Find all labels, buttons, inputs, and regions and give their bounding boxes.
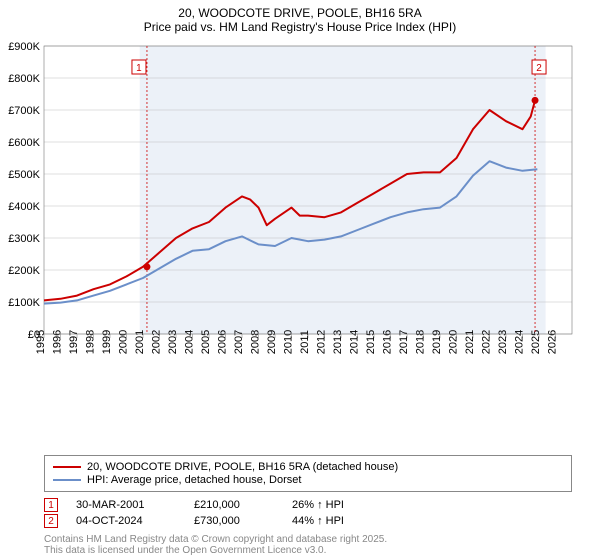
footer-line2: This data is licensed under the Open Gov… — [44, 545, 572, 556]
marker-date: 04-OCT-2024 — [76, 515, 176, 527]
svg-text:2023: 2023 — [497, 330, 509, 354]
svg-text:2007: 2007 — [233, 330, 245, 354]
svg-text:2020: 2020 — [448, 330, 460, 354]
marker-badge: 2 — [44, 514, 58, 528]
svg-text:2: 2 — [536, 63, 542, 74]
legend-row: 20, WOODCOTE DRIVE, POOLE, BH16 5RA (det… — [53, 461, 563, 473]
svg-text:1995: 1995 — [35, 330, 47, 354]
svg-text:2018: 2018 — [415, 330, 427, 354]
footer-line1: Contains HM Land Registry data © Crown c… — [44, 534, 572, 545]
legend-swatch-price — [53, 466, 81, 468]
marker-price: £210,000 — [194, 499, 274, 511]
svg-text:2017: 2017 — [398, 330, 410, 354]
title-line1: 20, WOODCOTE DRIVE, POOLE, BH16 5RA — [4, 6, 596, 20]
svg-text:2022: 2022 — [481, 330, 493, 354]
svg-text:2026: 2026 — [547, 330, 559, 354]
title-block: 20, WOODCOTE DRIVE, POOLE, BH16 5RA Pric… — [0, 0, 600, 38]
svg-text:2025: 2025 — [530, 330, 542, 354]
marker-delta: 44% ↑ HPI — [292, 515, 372, 527]
legend-label: HPI: Average price, detached house, Dors… — [87, 474, 301, 486]
marker-badge: 1 — [44, 498, 58, 512]
svg-text:2006: 2006 — [217, 330, 229, 354]
marker-date: 30-MAR-2001 — [76, 499, 176, 511]
svg-text:2004: 2004 — [184, 330, 196, 354]
chart-area: £0£100K£200K£300K£400K£500K£600K£700K£80… — [0, 38, 600, 451]
svg-text:2015: 2015 — [365, 330, 377, 354]
svg-text:1996: 1996 — [52, 330, 64, 354]
svg-text:2021: 2021 — [464, 330, 476, 354]
svg-text:2000: 2000 — [118, 330, 130, 354]
svg-text:2002: 2002 — [151, 330, 163, 354]
svg-text:2009: 2009 — [266, 330, 278, 354]
svg-text:£100K: £100K — [8, 297, 40, 309]
svg-text:2013: 2013 — [332, 330, 344, 354]
legend-label: 20, WOODCOTE DRIVE, POOLE, BH16 5RA (det… — [87, 461, 398, 473]
svg-text:£300K: £300K — [8, 233, 40, 245]
svg-text:2001: 2001 — [134, 330, 146, 354]
svg-text:£800K: £800K — [8, 73, 40, 85]
title-line2: Price paid vs. HM Land Registry's House … — [4, 20, 596, 34]
svg-text:2019: 2019 — [431, 330, 443, 354]
svg-text:2003: 2003 — [167, 330, 179, 354]
figure-container: 20, WOODCOTE DRIVE, POOLE, BH16 5RA Pric… — [0, 0, 600, 560]
svg-text:£400K: £400K — [8, 201, 40, 213]
svg-text:£700K: £700K — [8, 105, 40, 117]
marker-row: 2 04-OCT-2024 £730,000 44% ↑ HPI — [44, 514, 572, 528]
svg-text:2010: 2010 — [283, 330, 295, 354]
marker-table: 1 30-MAR-2001 £210,000 26% ↑ HPI 2 04-OC… — [44, 496, 572, 530]
legend-box: 20, WOODCOTE DRIVE, POOLE, BH16 5RA (det… — [44, 455, 572, 492]
legend-row: HPI: Average price, detached house, Dors… — [53, 474, 563, 486]
svg-text:£900K: £900K — [8, 41, 40, 53]
marker-row: 1 30-MAR-2001 £210,000 26% ↑ HPI — [44, 498, 572, 512]
legend-swatch-hpi — [53, 479, 81, 481]
svg-text:£500K: £500K — [8, 169, 40, 181]
svg-text:1: 1 — [136, 63, 142, 74]
svg-text:1999: 1999 — [101, 330, 113, 354]
svg-text:1998: 1998 — [85, 330, 97, 354]
chart-svg: £0£100K£200K£300K£400K£500K£600K£700K£80… — [0, 38, 600, 378]
svg-text:1997: 1997 — [68, 330, 80, 354]
footer: Contains HM Land Registry data © Crown c… — [44, 534, 572, 556]
svg-text:2016: 2016 — [382, 330, 394, 354]
marker-delta: 26% ↑ HPI — [292, 499, 372, 511]
svg-text:2012: 2012 — [316, 330, 328, 354]
svg-text:2008: 2008 — [250, 330, 262, 354]
svg-text:2005: 2005 — [200, 330, 212, 354]
svg-text:£600K: £600K — [8, 137, 40, 149]
svg-text:2014: 2014 — [349, 330, 361, 354]
marker-price: £730,000 — [194, 515, 274, 527]
svg-text:£200K: £200K — [8, 265, 40, 277]
svg-text:2024: 2024 — [514, 330, 526, 354]
